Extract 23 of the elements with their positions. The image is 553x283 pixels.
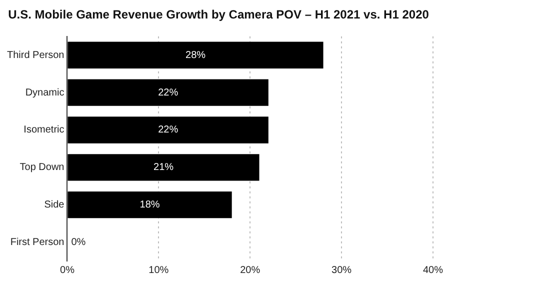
x-tick-label: 0%	[60, 264, 75, 276]
bar	[68, 79, 268, 106]
bar	[68, 116, 268, 144]
x-tick-label: 20%	[240, 264, 260, 276]
y-tick-label: First Person	[10, 237, 64, 248]
bar	[68, 154, 260, 181]
data-label: 22%	[158, 87, 178, 98]
data-label: 22%	[158, 124, 178, 136]
data-label: 18%	[140, 200, 160, 211]
x-tick-label: 40%	[422, 264, 444, 276]
y-tick-label: Third Person	[6, 50, 64, 61]
bar	[68, 42, 324, 68]
data-label: 21%	[154, 162, 174, 174]
x-tick-label: 10%	[148, 264, 169, 276]
chart-title: U.S. Mobile Game Revenue Growth by Camera POV – H1 2021 vs. H1 2020	[8, 8, 430, 22]
x-tick-label: 30%	[332, 264, 352, 276]
bar	[68, 192, 232, 218]
data-label: 28%	[186, 50, 206, 61]
y-tick-label: Isometric	[24, 124, 64, 136]
y-tick-label: Top Down	[20, 162, 64, 174]
y-tick-label: Side	[44, 200, 65, 211]
y-tick-label: Dynamic	[25, 87, 64, 98]
data-label: 0%	[71, 237, 86, 248]
